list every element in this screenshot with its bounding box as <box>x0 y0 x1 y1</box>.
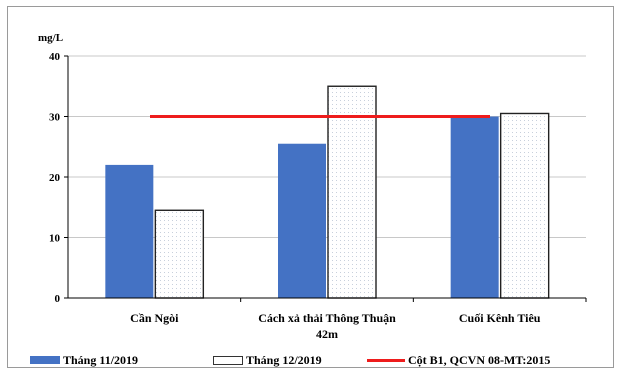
bar-series-2-cat-3 <box>499 112 550 299</box>
bar-series-1-cat-2 <box>278 143 326 298</box>
y-tick-label: 0 <box>55 293 61 305</box>
legend-item-series-1: Tháng 11/2019 <box>30 350 138 370</box>
x-tick-label: Cuối Kênh Tiêu <box>459 311 541 325</box>
legend: Tháng 11/2019 Tháng 12/2019 Cột B1, QCVN… <box>0 350 623 370</box>
x-tick-label: Cần Ngòi <box>130 311 179 325</box>
legend-label-series-1: Tháng 11/2019 <box>63 352 139 367</box>
y-axis-label: mg/L <box>38 32 63 44</box>
legend-swatch-series-1 <box>30 356 60 364</box>
legend-label-series-2: Tháng 12/2019 <box>246 352 322 367</box>
bar-series-2-cat-2 <box>327 85 377 299</box>
x-tick-label: 42m <box>316 327 338 341</box>
legend-swatch-reference <box>367 358 405 362</box>
y-tick-label: 10 <box>49 233 61 245</box>
bar-series-2-cat-1 <box>154 209 205 299</box>
bar-series-1-cat-1 <box>105 164 154 298</box>
y-tick-label: 40 <box>49 51 61 63</box>
legend-item-series-2: Tháng 12/2019 <box>213 350 322 370</box>
y-tick-label: 20 <box>49 172 61 184</box>
legend-swatch-series-2 <box>213 355 243 365</box>
y-tick-label: 30 <box>49 112 61 124</box>
bar-series-1-cat-3 <box>450 116 499 298</box>
legend-label-reference: Cột B1, QCVN 08-MT:2015 <box>408 352 551 367</box>
x-tick-label: Cách xả thải Thông Thuận <box>258 311 396 325</box>
legend-item-reference: Cột B1, QCVN 08-MT:2015 <box>367 350 550 370</box>
